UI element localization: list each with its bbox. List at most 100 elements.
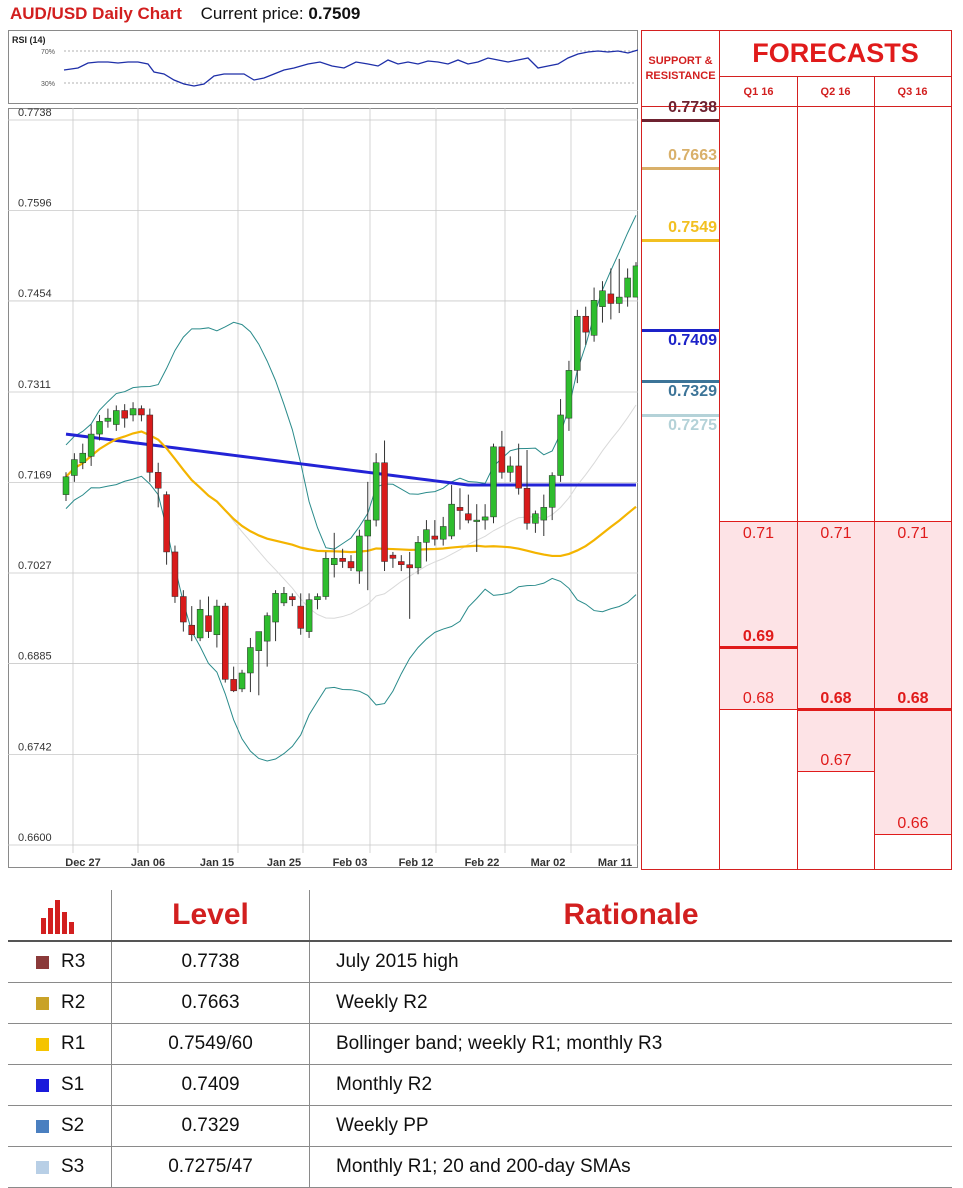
x-tick-label: Feb 22 <box>465 857 500 868</box>
forecasts-panel: FORECASTS Q1 16 Q2 16 Q3 16 <box>719 30 952 870</box>
level-rationale: July 2015 high <box>336 951 459 972</box>
candle <box>272 593 279 623</box>
candle <box>347 561 355 569</box>
sr-line <box>642 413 719 417</box>
y-tick-label: 0.7738 <box>18 108 52 119</box>
candle <box>305 599 313 632</box>
candle <box>87 433 95 457</box>
table-icon-cell <box>8 890 112 940</box>
table-row: S1 0.7409 Monthly R2 <box>8 1065 952 1106</box>
forecast-q2-low: 0.67 <box>820 752 852 769</box>
forecast-q1-low: 0.68 <box>742 690 775 707</box>
quarter-header-q3: Q3 16 <box>874 77 951 107</box>
forecast-q2-q3-mid-line <box>798 708 951 711</box>
rsi-panel: RSI (14) 70% 30% <box>8 30 638 104</box>
table-row: R3 0.7738 July 2015 high <box>8 942 952 983</box>
level-code-cell: R3 <box>8 942 112 982</box>
x-tick-label: Dec 27 <box>65 857 100 868</box>
level-rationale: Weekly PP <box>336 1115 429 1136</box>
level-code-cell: S2 <box>8 1106 112 1146</box>
level-value: 0.7663 <box>112 983 310 1023</box>
candle <box>423 529 430 543</box>
candle <box>473 519 480 522</box>
candle <box>104 417 112 422</box>
forecast-q3-mid: 0.68 <box>897 690 929 707</box>
level-rationale: Weekly R2 <box>336 992 428 1013</box>
x-tick-label: Jan 25 <box>267 857 301 868</box>
candle <box>322 558 330 597</box>
candle <box>548 475 556 508</box>
candle <box>507 465 514 473</box>
forecast-range-q2 <box>798 521 874 771</box>
level-code: S1 <box>61 1074 85 1095</box>
candle <box>230 679 237 692</box>
sr-line <box>642 166 719 170</box>
table-row: R2 0.7663 Weekly R2 <box>8 983 952 1024</box>
sr-level-label: 0.7549 <box>668 219 717 237</box>
candle <box>71 459 78 476</box>
table-row: S3 0.7275/47 Monthly R1; 20 and 200-day SM… <box>8 1147 952 1188</box>
forecast-q1-high: 0.71 <box>742 525 775 542</box>
candle <box>372 462 380 521</box>
candle <box>247 647 254 674</box>
price-label: Current price: <box>200 4 304 23</box>
forecast-q3-high: 0.71 <box>897 525 929 542</box>
chart-grid <box>8 108 638 853</box>
candle <box>356 535 363 572</box>
candle <box>289 596 296 600</box>
sr-level-label: 0.7329 <box>668 382 717 400</box>
sr-line <box>642 239 719 243</box>
candle <box>532 513 539 524</box>
forecast-high-line <box>720 521 951 522</box>
candle <box>381 462 388 562</box>
candle <box>62 476 70 495</box>
candle <box>129 408 137 416</box>
candle <box>448 503 455 537</box>
divider <box>797 77 798 870</box>
candle <box>171 551 179 597</box>
color-swatch <box>36 1120 49 1133</box>
candle <box>339 558 346 562</box>
level-code-cell: S3 <box>8 1147 112 1187</box>
x-axis-labels: Dec 27 Jan 06 Jan 15 Jan 25 Feb 03 Feb 12 Feb … <box>65 857 632 868</box>
bollinger-upper <box>65 215 637 550</box>
forecast-q1-low-line <box>720 709 797 710</box>
level-code-cell: S1 <box>8 1065 112 1105</box>
x-tick-label: Feb 12 <box>399 857 434 868</box>
bar-chart-icon <box>41 900 74 934</box>
sr-level-label: 0.7663 <box>668 146 717 164</box>
candle <box>154 472 162 489</box>
forecast-q3-low-line <box>875 834 951 835</box>
candle <box>121 410 128 419</box>
y-axis-labels: 0.7738 0.7596 0.7454 0.7311 0.7169 0.7027 0.68… <box>18 108 52 844</box>
candle <box>414 542 422 569</box>
chart-title: AUD/USD Daily Chart <box>10 4 182 23</box>
rsi-70-label: 70% <box>41 49 55 56</box>
candle <box>364 519 372 537</box>
forecast-q1-mid-line <box>720 646 797 649</box>
forecast-q1-mid: 0.69 <box>742 628 775 645</box>
candle <box>456 507 464 511</box>
forecast-q3-low: 0.66 <box>897 815 929 832</box>
candle <box>163 494 170 553</box>
candle <box>314 596 321 600</box>
rsi-line <box>63 49 638 87</box>
rationale-header: Rationale <box>563 898 699 931</box>
y-tick-label: 0.7596 <box>18 197 52 209</box>
candle <box>188 624 195 636</box>
candle <box>590 300 598 336</box>
rsi-30-label: 30% <box>41 81 55 88</box>
candle <box>431 535 439 540</box>
sr-column: SUPPORT & RESISTANCE <box>641 30 719 870</box>
level-code: S2 <box>61 1115 85 1136</box>
table-row: S2 0.7329 Weekly PP <box>8 1106 952 1147</box>
level-value: 0.7275/47 <box>112 1147 310 1187</box>
color-swatch <box>36 1038 49 1051</box>
chart-header: AUD/USD Daily Chart Current price: 0.750… <box>10 4 360 24</box>
sr-line <box>642 379 719 383</box>
y-tick-label: 0.7311 <box>18 379 51 391</box>
sr-level-label: 0.7409 <box>668 331 717 349</box>
sr-line <box>642 328 719 332</box>
forecast-q2-high: 0.71 <box>820 525 852 542</box>
candle <box>113 410 120 425</box>
